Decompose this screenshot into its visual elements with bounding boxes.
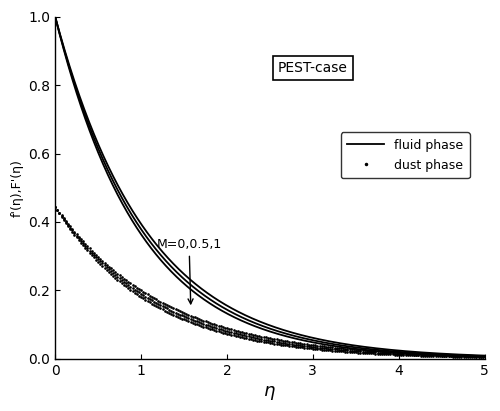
Y-axis label: f'(η),F'(η): f'(η),F'(η): [11, 159, 24, 217]
Text: M=0,0.5,1: M=0,0.5,1: [156, 238, 222, 304]
Text: PEST-case: PEST-case: [278, 61, 347, 75]
Legend: fluid phase, dust phase: fluid phase, dust phase: [340, 132, 469, 178]
X-axis label: η: η: [264, 382, 276, 400]
